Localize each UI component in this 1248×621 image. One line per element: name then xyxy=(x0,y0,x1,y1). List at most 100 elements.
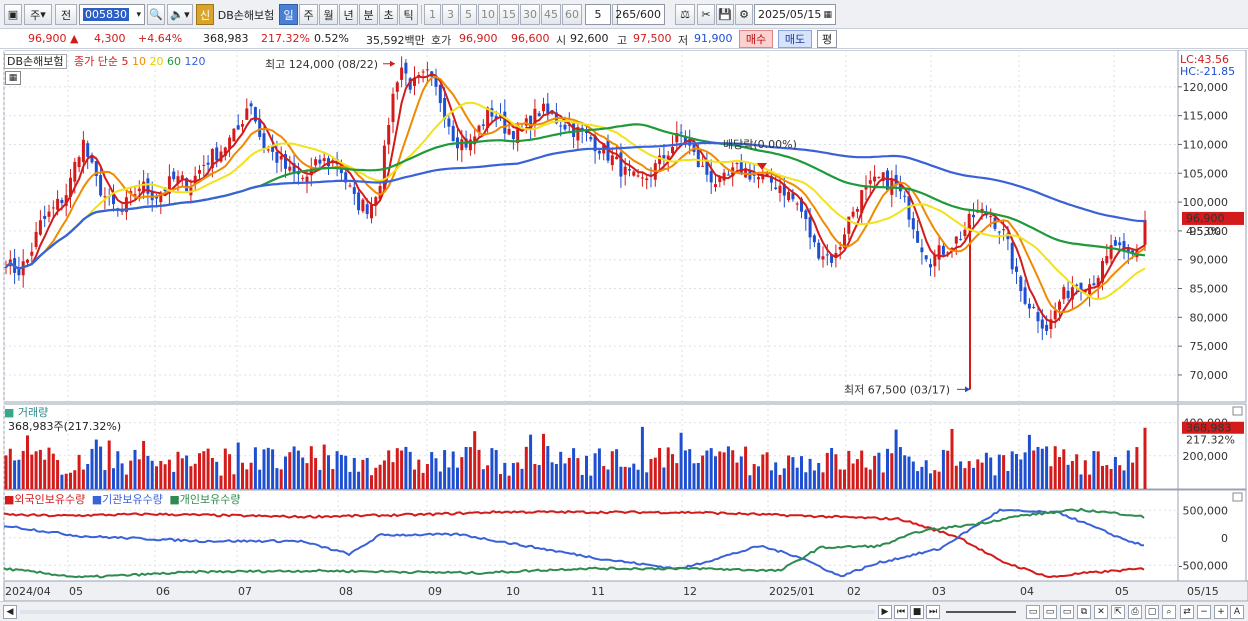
high-price: 97,500 xyxy=(633,32,672,45)
code-value: 005830 xyxy=(83,8,129,21)
volume-bar xyxy=(933,470,937,489)
copy-icon[interactable]: ⧉ xyxy=(1077,605,1091,619)
scroll-last-icon[interactable]: ⏭ xyxy=(926,605,940,619)
calendar-icon[interactable]: ▦ xyxy=(823,9,832,20)
tab-weekly[interactable]: 주 xyxy=(299,4,318,25)
tab-tick[interactable]: 틱 xyxy=(399,4,418,25)
chart-area[interactable]: 120,000 115,000 110,000 105,000 100,000 95,00… xyxy=(0,50,1248,601)
tab-second[interactable]: 초 xyxy=(379,4,398,25)
candle-body xyxy=(929,264,932,268)
candle-body xyxy=(56,198,60,210)
volume-bar xyxy=(877,452,881,489)
candle-body xyxy=(709,171,713,183)
market-select[interactable]: 주 ▾ xyxy=(24,4,52,25)
candle-body xyxy=(69,177,72,197)
volume-bar xyxy=(886,448,889,489)
volume-bar xyxy=(159,460,163,489)
volume-bar xyxy=(198,453,201,489)
volume-bar xyxy=(1101,465,1104,489)
speaker-icon[interactable]: 🔈▾ xyxy=(167,4,193,25)
volume-bar xyxy=(731,450,735,489)
candle-body xyxy=(924,255,928,260)
layout-2-icon[interactable]: ▭ xyxy=(1043,605,1057,619)
candle-body xyxy=(271,145,275,152)
volume-bar xyxy=(34,451,38,489)
minute-option-5[interactable]: 5 xyxy=(460,4,477,25)
x-tick-label: 03 xyxy=(932,585,946,598)
export-icon[interactable]: ⇱ xyxy=(1111,605,1125,619)
legend-individual: ■개인보유수량 xyxy=(169,493,241,506)
tools-icon[interactable]: ✂ xyxy=(697,4,715,25)
minute-option-60[interactable]: 60 xyxy=(562,4,582,25)
crosshair-icon[interactable]: ✕ xyxy=(1094,605,1108,619)
minute-option-3[interactable]: 3 xyxy=(442,4,459,25)
volume-bar xyxy=(314,458,318,489)
candle-body xyxy=(395,82,399,92)
arrow-icon[interactable]: ⇄ xyxy=(1180,605,1194,619)
candle-body xyxy=(374,197,378,206)
scroll-track[interactable] xyxy=(20,610,875,614)
volume-bar xyxy=(4,455,8,489)
magnify-icon[interactable]: ⌕ xyxy=(1162,605,1176,619)
window-menu-icon[interactable]: ▣ xyxy=(4,4,22,25)
minute-option-1[interactable]: 1 xyxy=(424,4,441,25)
candle-body xyxy=(516,124,520,144)
volume-bar xyxy=(253,447,257,489)
candle-body xyxy=(202,164,206,166)
volume-bar xyxy=(245,469,249,489)
holdings-legend: ■외국인보유수량 ■기관보유수량 ■개인보유수량 xyxy=(4,491,241,507)
high-arrow-head xyxy=(390,60,395,67)
volume-bar xyxy=(13,460,17,489)
chart-scrollbar[interactable]: ◀ ▶ ⏮ ■ ⏭ ▭ ▭ ▭ ⧉ ✕ ⇱ ⎙ ▢ ⌕ ⇄ − + A xyxy=(0,601,1248,621)
print-icon[interactable]: ⎙ xyxy=(1128,605,1142,619)
holdings-tick-label: 500,000 xyxy=(1183,504,1229,517)
tab-minute[interactable]: 분 xyxy=(359,4,378,25)
screen-icon[interactable]: ▢ xyxy=(1145,605,1159,619)
candle-body xyxy=(834,253,838,259)
zoom-out-icon[interactable]: − xyxy=(1197,605,1211,619)
search-icon[interactable]: 🔍 xyxy=(147,4,165,25)
scroll-left-icon[interactable]: ◀ xyxy=(3,605,17,619)
tab-yearly[interactable]: 년 xyxy=(339,4,358,25)
volume-bar xyxy=(443,450,447,489)
x-tick-label: 06 xyxy=(156,585,170,598)
scroll-right-icon[interactable]: ▶ xyxy=(878,605,892,619)
interval-input[interactable]: 5 xyxy=(585,4,611,25)
minute-option-45[interactable]: 45 xyxy=(541,4,561,25)
sell-button[interactable]: 매도 xyxy=(778,30,812,48)
layout-3-icon[interactable]: ▭ xyxy=(1060,605,1074,619)
candle-body xyxy=(60,199,64,204)
zoom-in-icon[interactable]: + xyxy=(1214,605,1228,619)
new-button[interactable]: 신 xyxy=(196,4,214,25)
minute-option-10[interactable]: 10 xyxy=(478,4,498,25)
bar-count-input[interactable]: 265/600 xyxy=(615,4,665,25)
gear-icon[interactable]: ⚙ xyxy=(735,4,753,25)
volume-bar xyxy=(176,451,180,489)
prev-button[interactable]: 전 xyxy=(55,4,77,25)
eval-button[interactable]: 평 xyxy=(817,30,837,48)
volume-bar xyxy=(288,452,292,489)
candle-body xyxy=(886,170,889,191)
zoom-slider[interactable] xyxy=(946,611,1016,613)
font-size-icon[interactable]: A xyxy=(1230,605,1244,619)
grid-table-icon[interactable]: ▦ xyxy=(5,71,21,85)
date-input[interactable]: 2025/05/15 ▦ xyxy=(754,4,836,25)
scroll-stop-icon[interactable]: ■ xyxy=(910,605,924,619)
tab-monthly[interactable]: 월 xyxy=(319,4,338,25)
candle-body xyxy=(1122,241,1126,251)
candle-body xyxy=(671,147,674,154)
compare-icon[interactable]: ⚖ xyxy=(675,4,695,25)
minute-option-15[interactable]: 15 xyxy=(499,4,519,25)
buy-button[interactable]: 매수 xyxy=(739,30,773,48)
layout-1-icon[interactable]: ▭ xyxy=(1026,605,1040,619)
save-icon[interactable]: 💾 xyxy=(716,4,734,25)
stock-chart[interactable]: 120,000 115,000 110,000 105,000 100,000 95,00… xyxy=(0,50,1248,601)
scroll-first-icon[interactable]: ⏮ xyxy=(894,605,908,619)
minute-option-30[interactable]: 30 xyxy=(520,4,540,25)
code-input[interactable]: 005830 ▾ xyxy=(79,4,145,25)
candle-body xyxy=(155,196,158,199)
volume-bar xyxy=(1032,450,1036,489)
tab-daily[interactable]: 일 xyxy=(279,4,298,25)
panel-close-icon xyxy=(1232,406,1243,416)
volume-bar xyxy=(206,448,210,489)
